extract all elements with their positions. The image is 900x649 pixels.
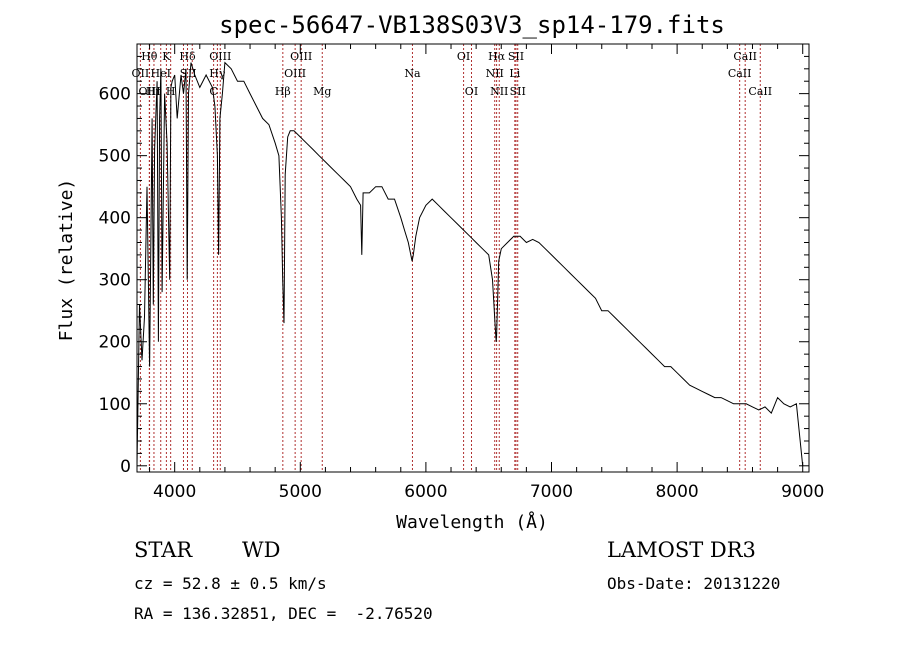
- y-tick-label: 400: [99, 209, 131, 229]
- axis-ticks: 4000 5000 6000 7000 8000 9000 0 100 200 300 400 500…: [99, 44, 824, 502]
- spectral-line-label: C: [209, 85, 217, 98]
- plot-frame: [136, 43, 810, 473]
- object-subclass: WD: [242, 538, 281, 562]
- spectrum-series-line: [136, 61, 804, 466]
- chart-title: spec-56647-VB138S03V3_sp14-179.fits: [219, 11, 725, 39]
- spectral-line-label: CaII: [748, 85, 772, 98]
- x-tick-label: 4000: [153, 482, 196, 502]
- spectral-line-label: OII: [132, 67, 150, 80]
- y-tick-label: 0: [120, 457, 131, 477]
- y-tick-label: 300: [99, 271, 131, 291]
- spectral-line-label: OIII: [290, 50, 312, 63]
- spectral-line-label: SII: [510, 85, 526, 98]
- spectral-line-label: OI: [457, 50, 470, 63]
- spectral-line-label: CaII: [733, 50, 757, 63]
- spectral-line-label: NII: [490, 85, 508, 98]
- coordinates-info: RA = 136.32851, DEC = -2.76520: [134, 604, 433, 623]
- spectral-line-label: OIII: [209, 50, 231, 63]
- y-axis-label: Flux (relative): [56, 179, 77, 342]
- spectral-line-label: SII: [508, 50, 524, 63]
- x-tick-label: 7000: [530, 482, 573, 502]
- spectral-line-label: Hα: [488, 50, 506, 63]
- spectral-line-label: OIII: [284, 67, 306, 80]
- survey-name: LAMOST DR3: [607, 538, 756, 562]
- spectral-line-label: NII: [486, 67, 504, 80]
- spectral-line-label: Mg: [313, 85, 331, 98]
- spectral-line-label: Hγ: [209, 67, 226, 80]
- spectral-line-label: Hβ: [275, 85, 291, 98]
- spectral-line-label: CaII: [728, 67, 752, 80]
- spectral-line-label: Hθ: [141, 50, 158, 63]
- y-tick-label: 600: [99, 85, 131, 105]
- spectral-line-label: Hδ: [179, 50, 196, 63]
- object-class: STAR: [134, 538, 193, 562]
- x-axis-label: Wavelength (Å): [396, 511, 548, 533]
- spectral-line-label: K: [162, 50, 171, 63]
- y-tick-label: 100: [99, 395, 131, 415]
- observation-date: Obs-Date: 20131220: [607, 574, 781, 593]
- spectral-line-label: Li: [509, 67, 520, 80]
- x-tick-label: 8000: [655, 482, 698, 502]
- spectral-line-label: II: [188, 67, 197, 80]
- x-tick-label: 6000: [404, 482, 447, 502]
- spectral-line-label: Hη: [146, 85, 162, 98]
- spectral-line-label: OIII: [139, 85, 161, 98]
- x-tick-label: 5000: [279, 482, 322, 502]
- redshift-info: cz = 52.8 ± 0.5 km/s: [134, 574, 327, 593]
- y-tick-label: 200: [99, 333, 131, 353]
- x-tick-label: 9000: [781, 482, 824, 502]
- spectral-line-label: S: [180, 67, 188, 80]
- spectral-line-label: Na: [404, 67, 421, 80]
- y-tick-label: 500: [99, 147, 131, 167]
- spectral-line-label: OI: [465, 85, 478, 98]
- spectral-line-markers: [139, 44, 761, 472]
